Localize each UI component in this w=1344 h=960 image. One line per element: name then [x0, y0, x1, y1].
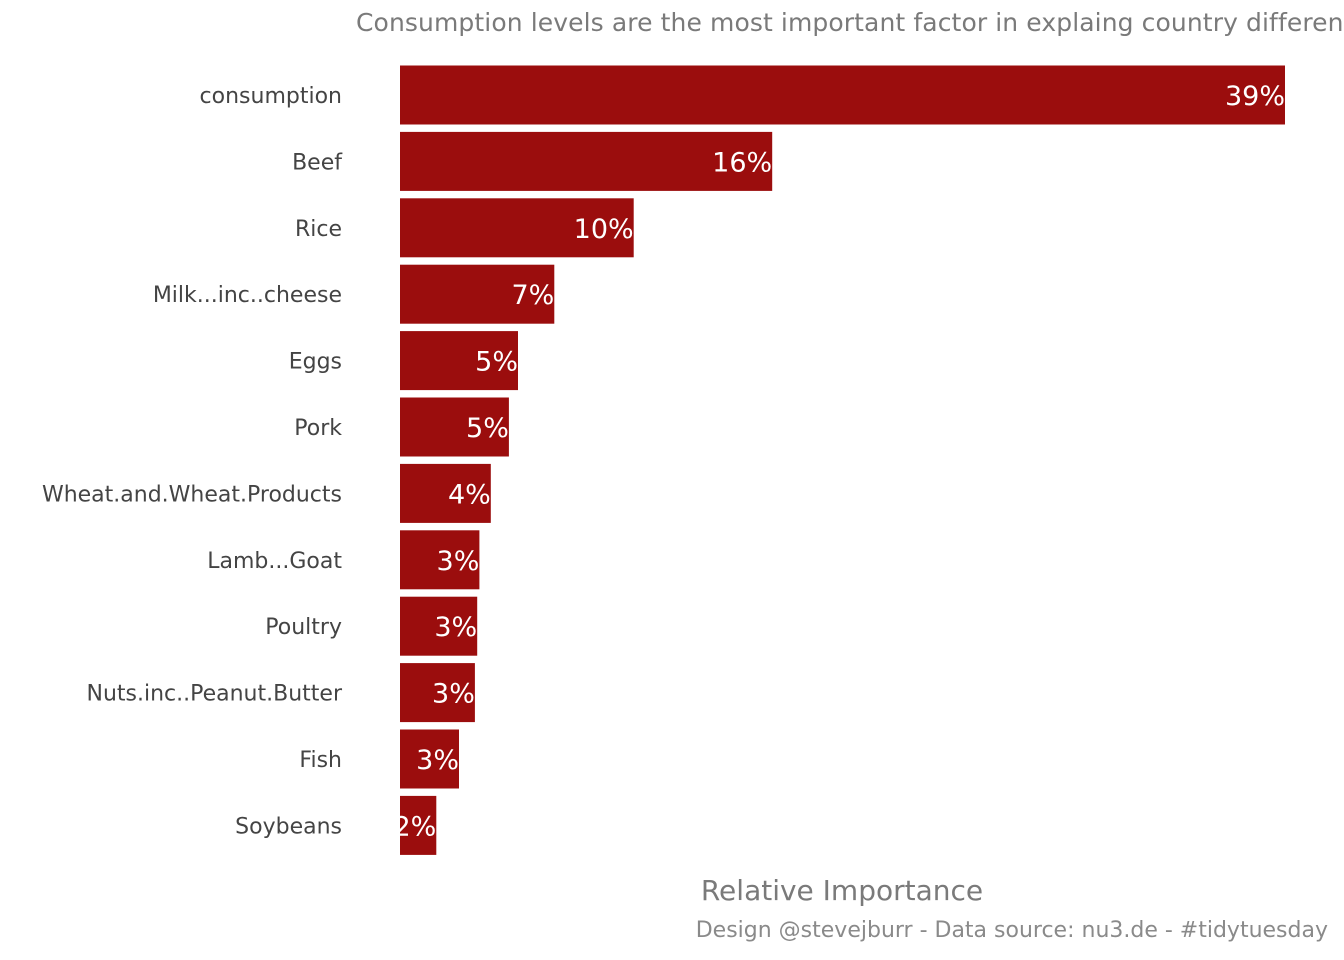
- data-label-8: 3%: [434, 612, 477, 643]
- x-axis-label: Relative Importance: [700, 874, 984, 907]
- bar-5: [400, 397, 509, 457]
- data-label-4: 5%: [475, 347, 518, 378]
- bar-4: [400, 331, 518, 391]
- chart-caption: Design @stevejburr - Data source: nu3.de…: [695, 918, 1328, 943]
- data-label-5: 5%: [466, 413, 509, 444]
- data-label-6: 4%: [448, 479, 491, 510]
- bar-2: [400, 198, 634, 258]
- category-label-11: Soybeans: [235, 814, 342, 839]
- category-label-10: Fish: [299, 748, 342, 773]
- bar-8: [400, 596, 478, 656]
- category-label-2: Rice: [295, 217, 342, 242]
- bar-0: [400, 65, 1285, 125]
- bar-3: [400, 264, 555, 324]
- category-label-6: Wheat.and.Wheat.Products: [42, 482, 342, 507]
- data-label-0: 39%: [1225, 81, 1285, 112]
- data-label-7: 3%: [437, 546, 480, 577]
- data-label-3: 7%: [511, 280, 554, 311]
- data-label-2: 10%: [574, 214, 634, 245]
- data-label-9: 3%: [432, 679, 475, 710]
- category-label-8: Poultry: [265, 615, 342, 640]
- bar-1: [400, 131, 773, 191]
- category-label-5: Pork: [294, 416, 342, 441]
- bar-7: [400, 530, 480, 590]
- data-label-1: 16%: [712, 147, 772, 178]
- category-label-1: Beef: [292, 150, 343, 175]
- category-label-9: Nuts.inc..Peanut.Butter: [87, 682, 343, 707]
- bar-10: [400, 729, 459, 789]
- category-label-0: consumption: [200, 84, 342, 109]
- data-label-11: 2%: [393, 811, 436, 842]
- bar-11: [400, 795, 437, 855]
- category-label-3: Milk...inc..cheese: [153, 283, 342, 308]
- category-label-4: Eggs: [289, 350, 342, 375]
- bar-9: [400, 663, 475, 723]
- chart-title: Consumption levels are the most importan…: [356, 8, 1344, 37]
- data-label-10: 3%: [416, 745, 459, 776]
- category-label-7: Lamb...Goat: [207, 549, 342, 574]
- bar-6: [400, 463, 491, 523]
